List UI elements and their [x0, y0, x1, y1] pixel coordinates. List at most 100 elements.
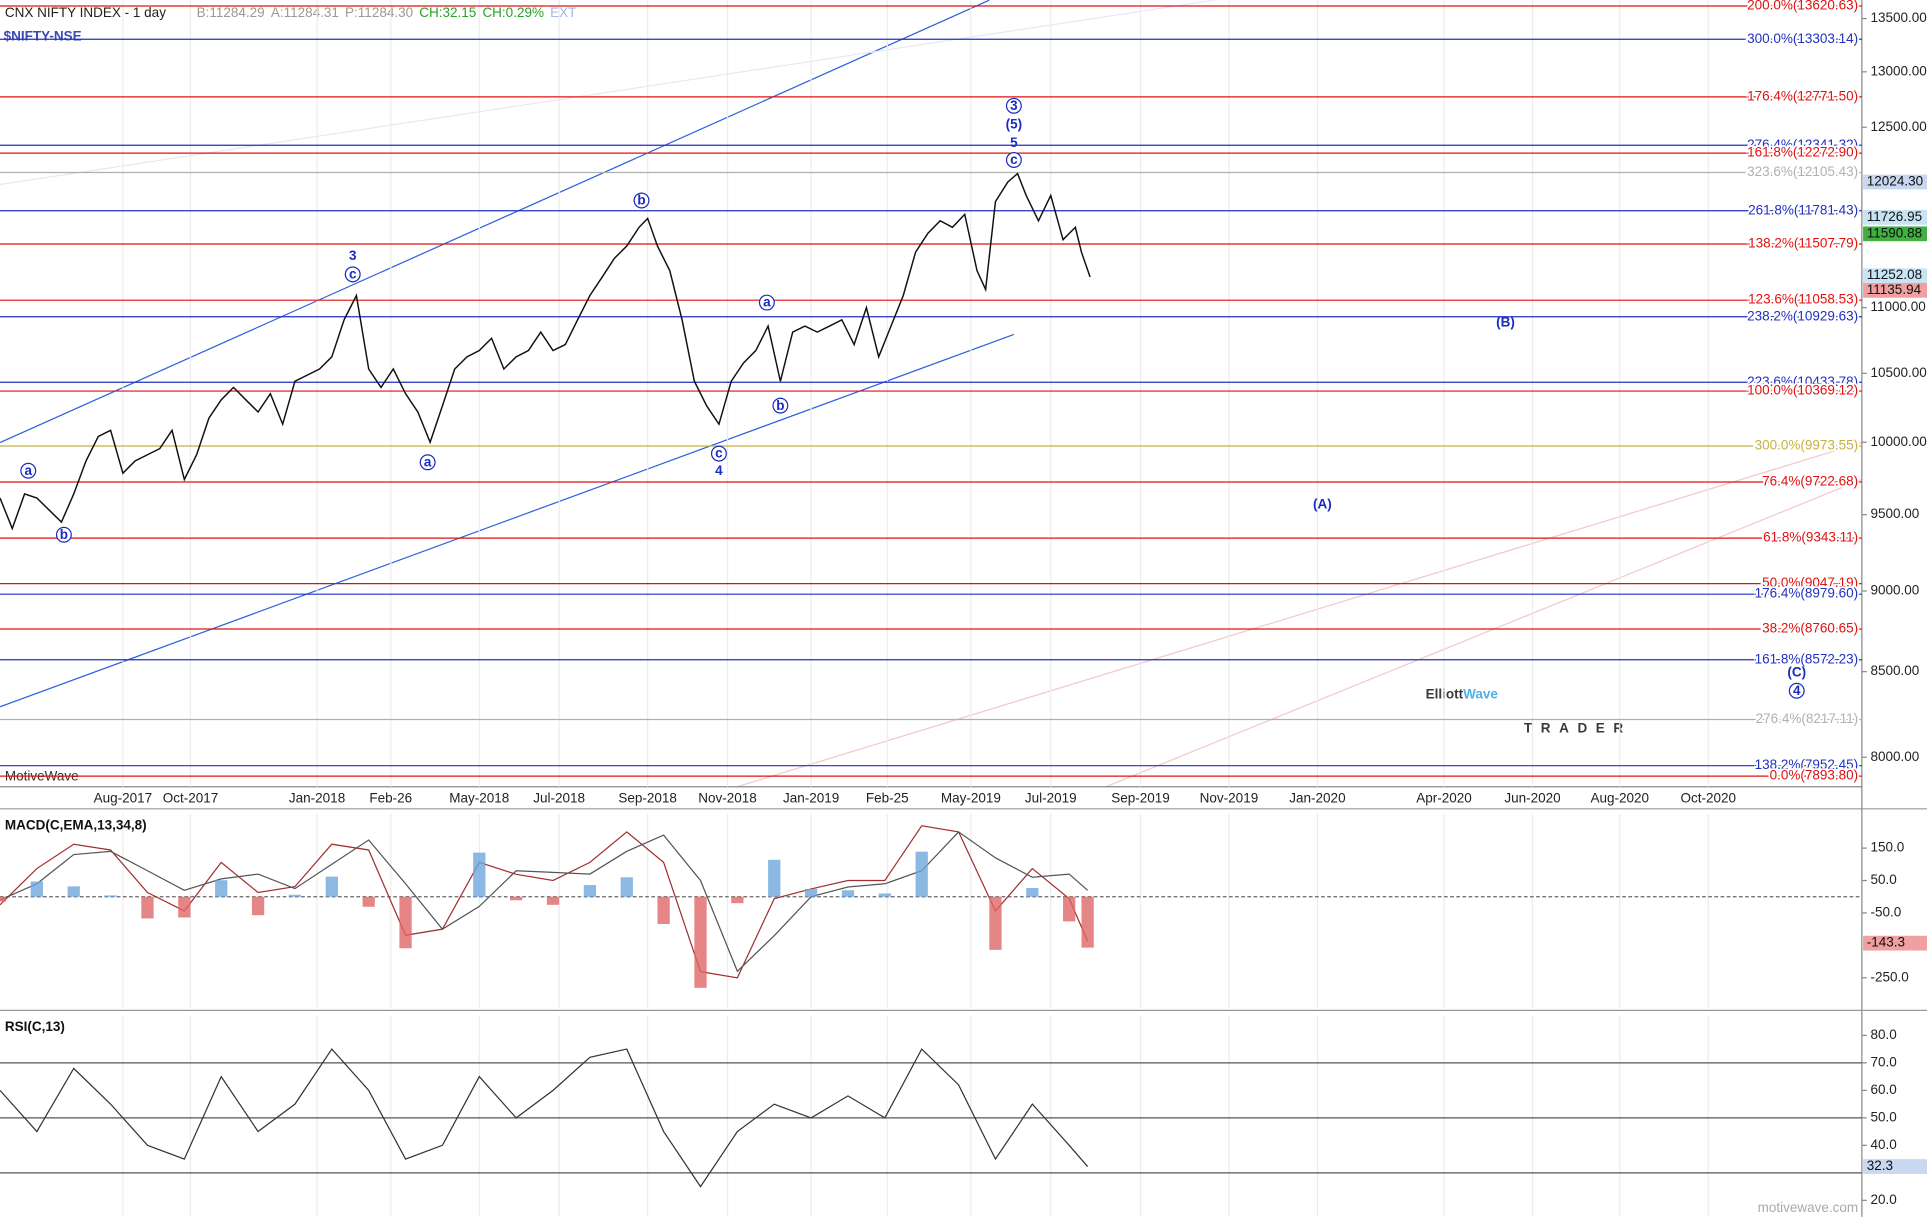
x-tick-label: Jan-2018: [289, 791, 345, 806]
x-tick-label: Sep-2018: [618, 791, 677, 806]
logo-word: Wave: [1463, 686, 1498, 701]
fib-level-label: 76.4%(9722.68): [1762, 474, 1858, 489]
histogram-bar: [731, 896, 744, 904]
histogram-bar: [473, 852, 486, 897]
wave-label: 5: [1010, 135, 1018, 150]
wave-circle: [1788, 682, 1805, 699]
pane-title: RSI(C,13): [5, 1019, 65, 1034]
y-tick-label: 9000.00: [1870, 583, 1919, 598]
fib-level-label: 176.4%(8979.60): [1755, 586, 1859, 601]
watermark: motivewave.com: [1758, 1200, 1859, 1215]
wave-label: b: [776, 398, 784, 413]
wave-circle: [1005, 152, 1022, 168]
price-tag-label: 11135.94: [1867, 282, 1922, 297]
quote-item: CH:0.29%: [482, 5, 544, 20]
price-tag: [1863, 282, 1927, 298]
y-tick-label: 70.0: [1870, 1054, 1896, 1069]
quote-item: B:11284.29: [197, 5, 265, 20]
quote: B:11284.29 A:11284.31 P:11284.30 CH:32.15 CH…: [197, 5, 577, 20]
price-tag: [1863, 268, 1927, 284]
wave-label: 3: [349, 248, 357, 263]
histogram-bar: [694, 896, 707, 988]
histogram-bar: [178, 896, 191, 918]
wave-label: (C): [1787, 665, 1806, 680]
fib-level-label: 300.0%(9973.55): [1755, 438, 1859, 453]
histogram-bar: [288, 894, 302, 897]
price-tag-label: 32.3: [1867, 1158, 1893, 1173]
histogram-bar: [1026, 887, 1039, 897]
wave-label: c: [715, 446, 723, 461]
price-line: [0, 172, 1091, 531]
price-tag-label: -143.3: [1867, 935, 1905, 950]
wave-circle: [758, 294, 775, 311]
x-tick-label: Nov-2018: [698, 791, 757, 806]
x-tick-label: Oct-2017: [163, 791, 219, 806]
channel-upper: [0, 0, 990, 444]
x-tick-label: Jul-2019: [1025, 791, 1077, 806]
price-tag-label: 11252.08: [1867, 267, 1922, 282]
fib-level-label: 161.8%(8572.23): [1755, 651, 1859, 666]
y-tick-label: 150.0: [1870, 840, 1904, 855]
faint-line: [0, 0, 1220, 186]
wave-label: a: [25, 463, 33, 478]
wave-label: a: [424, 454, 432, 469]
wave-label: (B): [1496, 314, 1515, 329]
histogram-bar: [215, 880, 228, 897]
fib-level-label: 323.6%(12105.43): [1747, 164, 1858, 179]
pane-title: MACD(C,EMA,13,34,8): [5, 818, 147, 833]
logo-tagline: TRADER: [1524, 721, 1632, 736]
logo-text: ElliottWave: [1426, 686, 1499, 701]
quote-item: P:11284.30: [345, 5, 413, 20]
histogram-bar: [989, 896, 1002, 950]
trend-lines: [0, 0, 1863, 788]
y-tick-label: 10500.00: [1870, 365, 1926, 380]
fib-level-label: 223.6%(10433.78): [1747, 374, 1858, 389]
fib-level-label: 276.4%(12341.32): [1747, 137, 1858, 152]
histogram-bar: [804, 888, 818, 897]
price-tag-label: 11726.95: [1867, 209, 1922, 224]
faint-line: [1105, 478, 1863, 788]
histogram-bar: [878, 893, 891, 897]
wave-circle: [344, 266, 361, 283]
histogram-bar: [915, 851, 928, 897]
faint-line: [737, 442, 1863, 788]
x-tick-label: Nov-2019: [1200, 791, 1259, 806]
price-tag-label: 11590.88: [1867, 225, 1922, 240]
y-tick-label: 10000.00: [1870, 434, 1926, 449]
wave-label: (A): [1313, 496, 1332, 511]
histogram-bar: [141, 896, 154, 919]
price-tag: [1863, 1159, 1927, 1174]
y-tick-label: 20.0: [1870, 1192, 1896, 1207]
x-tick-label: Feb-25: [866, 791, 909, 806]
y-tick-label: 11000.00: [1870, 299, 1925, 314]
histogram-bar: [0, 896, 7, 902]
fib-level-label: 161.8%(12272.90): [1747, 145, 1858, 160]
y-tick-label: 8000.00: [1870, 749, 1919, 764]
fib-level-label: 100.0%(10369.12): [1747, 383, 1858, 398]
wave-circle: [772, 397, 789, 414]
fib-level-label: 38.2%(8760.65): [1762, 621, 1858, 636]
wave-label: 3: [1010, 98, 1018, 113]
fib-level-label: 300.0%(13303.14): [1747, 31, 1858, 46]
wave-circle: [633, 192, 650, 209]
price-tag: [1863, 174, 1927, 190]
histogram-bar: [583, 885, 597, 897]
histogram-bar: [1081, 896, 1094, 948]
wave-label: b: [637, 193, 645, 208]
x-tick-label: Jan-2020: [1289, 791, 1345, 806]
x-tick-label: Sep-2019: [1111, 791, 1170, 806]
symbol: $NIFTY-NSE: [4, 29, 82, 44]
x-tick-label: Aug-2017: [94, 791, 153, 806]
y-tick-label: 13000.00: [1870, 63, 1926, 78]
y-tick-label: 50.0: [1870, 872, 1896, 887]
wave-circle: [20, 462, 37, 479]
histogram-bar: [399, 896, 412, 949]
y-tick-label: 40.0: [1870, 1137, 1896, 1152]
y-tick-label: -250.0: [1870, 969, 1908, 984]
x-tick-label: Oct-2020: [1680, 791, 1736, 806]
price-tag: [1863, 226, 1927, 242]
wave-label: 4: [1793, 683, 1801, 698]
histogram-bar: [768, 859, 781, 897]
fib-level-label: 200.0%(13620.63): [1747, 0, 1858, 13]
